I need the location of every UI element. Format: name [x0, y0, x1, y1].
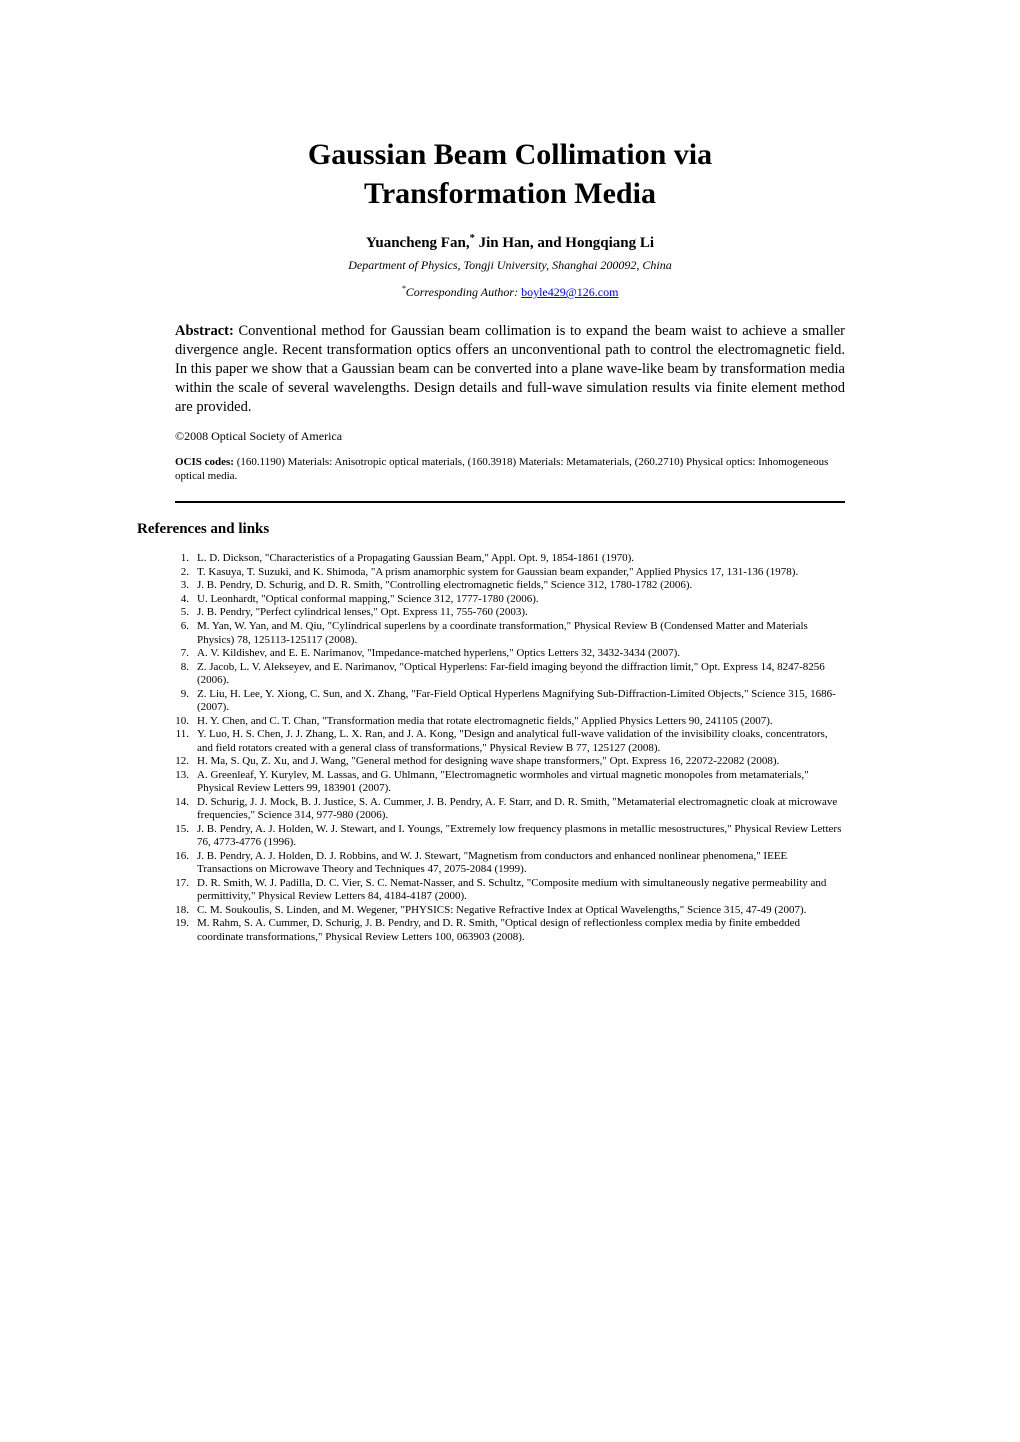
reference-text: H. Ma, S. Qu, Z. Xu, and J. Wang, "Gener…: [197, 755, 779, 767]
abstract-label: Abstract:: [175, 323, 234, 339]
reference-number: 6.: [171, 620, 189, 634]
reference-item: 9.Z. Liu, H. Lee, Y. Xiong, C. Sun, and …: [175, 688, 845, 715]
corresponding-label: *Corresponding Author:: [402, 285, 522, 299]
reference-number: 7.: [171, 647, 189, 661]
reference-item: 8.Z. Jacob, L. V. Alekseyev, and E. Nari…: [175, 661, 845, 688]
reference-item: 11.Y. Luo, H. S. Chen, J. J. Zhang, L. X…: [175, 728, 845, 755]
reference-number: 16.: [171, 850, 189, 864]
ocis-text: (160.1190) Materials: Anisotropic optica…: [175, 456, 828, 482]
reference-item: 6.M. Yan, W. Yan, and M. Qiu, "Cylindric…: [175, 620, 845, 647]
reference-text: J. B. Pendry, D. Schurig, and D. R. Smit…: [197, 579, 692, 591]
reference-number: 17.: [171, 877, 189, 891]
reference-item: 1.L. D. Dickson, "Characteristics of a P…: [175, 552, 845, 566]
reference-item: 3.J. B. Pendry, D. Schurig, and D. R. Sm…: [175, 579, 845, 593]
abstract-text: Conventional method for Gaussian beam co…: [175, 323, 845, 415]
reference-text: H. Y. Chen, and C. T. Chan, "Transformat…: [197, 715, 773, 727]
affiliation: Department of Physics, Tongji University…: [175, 258, 845, 273]
copyright-line: ©2008 Optical Society of America: [175, 429, 845, 444]
reference-number: 11.: [171, 728, 189, 742]
reference-number: 8.: [171, 661, 189, 675]
reference-item: 7.A. V. Kildishev, and E. E. Narimanov, …: [175, 647, 845, 661]
reference-item: 17.D. R. Smith, W. J. Padilla, D. C. Vie…: [175, 877, 845, 904]
reference-text: L. D. Dickson, "Characteristics of a Pro…: [197, 552, 634, 564]
reference-item: 12.H. Ma, S. Qu, Z. Xu, and J. Wang, "Ge…: [175, 755, 845, 769]
reference-text: A. Greenleaf, Y. Kurylev, M. Lassas, and…: [197, 769, 809, 795]
reference-text: U. Leonhardt, "Optical conformal mapping…: [197, 593, 539, 605]
paper-title: Gaussian Beam Collimation viaTransformat…: [175, 135, 845, 213]
reference-text: J. B. Pendry, "Perfect cylindrical lense…: [197, 606, 528, 618]
reference-item: 10.H. Y. Chen, and C. T. Chan, "Transfor…: [175, 715, 845, 729]
reference-number: 10.: [171, 715, 189, 729]
reference-item: 14.D. Schurig, J. J. Mock, B. J. Justice…: [175, 796, 845, 823]
reference-item: 2.T. Kasuya, T. Suzuki, and K. Shimoda, …: [175, 566, 845, 580]
reference-text: Y. Luo, H. S. Chen, J. J. Zhang, L. X. R…: [197, 728, 828, 754]
reference-text: J. B. Pendry, A. J. Holden, W. J. Stewar…: [197, 823, 841, 849]
reference-item: 18.C. M. Soukoulis, S. Linden, and M. We…: [175, 904, 845, 918]
reference-text: Z. Jacob, L. V. Alekseyev, and E. Narima…: [197, 661, 825, 687]
authors-line: Yuancheng Fan,* Jin Han, and Hongqiang L…: [175, 235, 845, 252]
reference-number: 12.: [171, 755, 189, 769]
ocis-codes: OCIS codes: (160.1190) Materials: Anisot…: [175, 456, 845, 484]
corresponding-author: *Corresponding Author: boyle429@126.com: [175, 285, 845, 300]
reference-item: 19.M. Rahm, S. A. Cummer, D. Schurig, J.…: [175, 917, 845, 944]
ocis-label: OCIS codes:: [175, 456, 234, 468]
reference-number: 13.: [171, 769, 189, 783]
reference-number: 15.: [171, 823, 189, 837]
reference-item: 15.J. B. Pendry, A. J. Holden, W. J. Ste…: [175, 823, 845, 850]
reference-number: 19.: [171, 917, 189, 931]
reference-text: T. Kasuya, T. Suzuki, and K. Shimoda, "A…: [197, 566, 798, 578]
corresponding-email-link[interactable]: boyle429@126.com: [521, 285, 618, 299]
reference-number: 5.: [171, 606, 189, 620]
reference-text: M. Yan, W. Yan, and M. Qiu, "Cylindrical…: [197, 620, 808, 646]
reference-number: 4.: [171, 593, 189, 607]
reference-item: 4.U. Leonhardt, "Optical conformal mappi…: [175, 593, 845, 607]
reference-item: 13.A. Greenleaf, Y. Kurylev, M. Lassas, …: [175, 769, 845, 796]
reference-text: Z. Liu, H. Lee, Y. Xiong, C. Sun, and X.…: [197, 688, 836, 714]
reference-number: 9.: [171, 688, 189, 702]
reference-number: 18.: [171, 904, 189, 918]
reference-text: M. Rahm, S. A. Cummer, D. Schurig, J. B.…: [197, 917, 800, 943]
reference-number: 2.: [171, 566, 189, 580]
reference-number: 1.: [171, 552, 189, 566]
references-list: 1.L. D. Dickson, "Characteristics of a P…: [175, 552, 845, 944]
reference-text: D. Schurig, J. J. Mock, B. J. Justice, S…: [197, 796, 837, 822]
reference-item: 5.J. B. Pendry, "Perfect cylindrical len…: [175, 606, 845, 620]
reference-number: 14.: [171, 796, 189, 810]
reference-text: J. B. Pendry, A. J. Holden, D. J. Robbin…: [197, 850, 787, 876]
reference-item: 16.J. B. Pendry, A. J. Holden, D. J. Rob…: [175, 850, 845, 877]
reference-number: 3.: [171, 579, 189, 593]
reference-text: D. R. Smith, W. J. Padilla, D. C. Vier, …: [197, 877, 826, 903]
reference-text: A. V. Kildishev, and E. E. Narimanov, "I…: [197, 647, 680, 659]
reference-text: C. M. Soukoulis, S. Linden, and M. Wegen…: [197, 904, 806, 916]
section-divider: [175, 501, 845, 503]
abstract-block: Abstract: Conventional method for Gaussi…: [175, 322, 845, 417]
references-heading: References and links: [137, 521, 845, 538]
page-container: Gaussian Beam Collimation viaTransformat…: [0, 0, 1020, 994]
